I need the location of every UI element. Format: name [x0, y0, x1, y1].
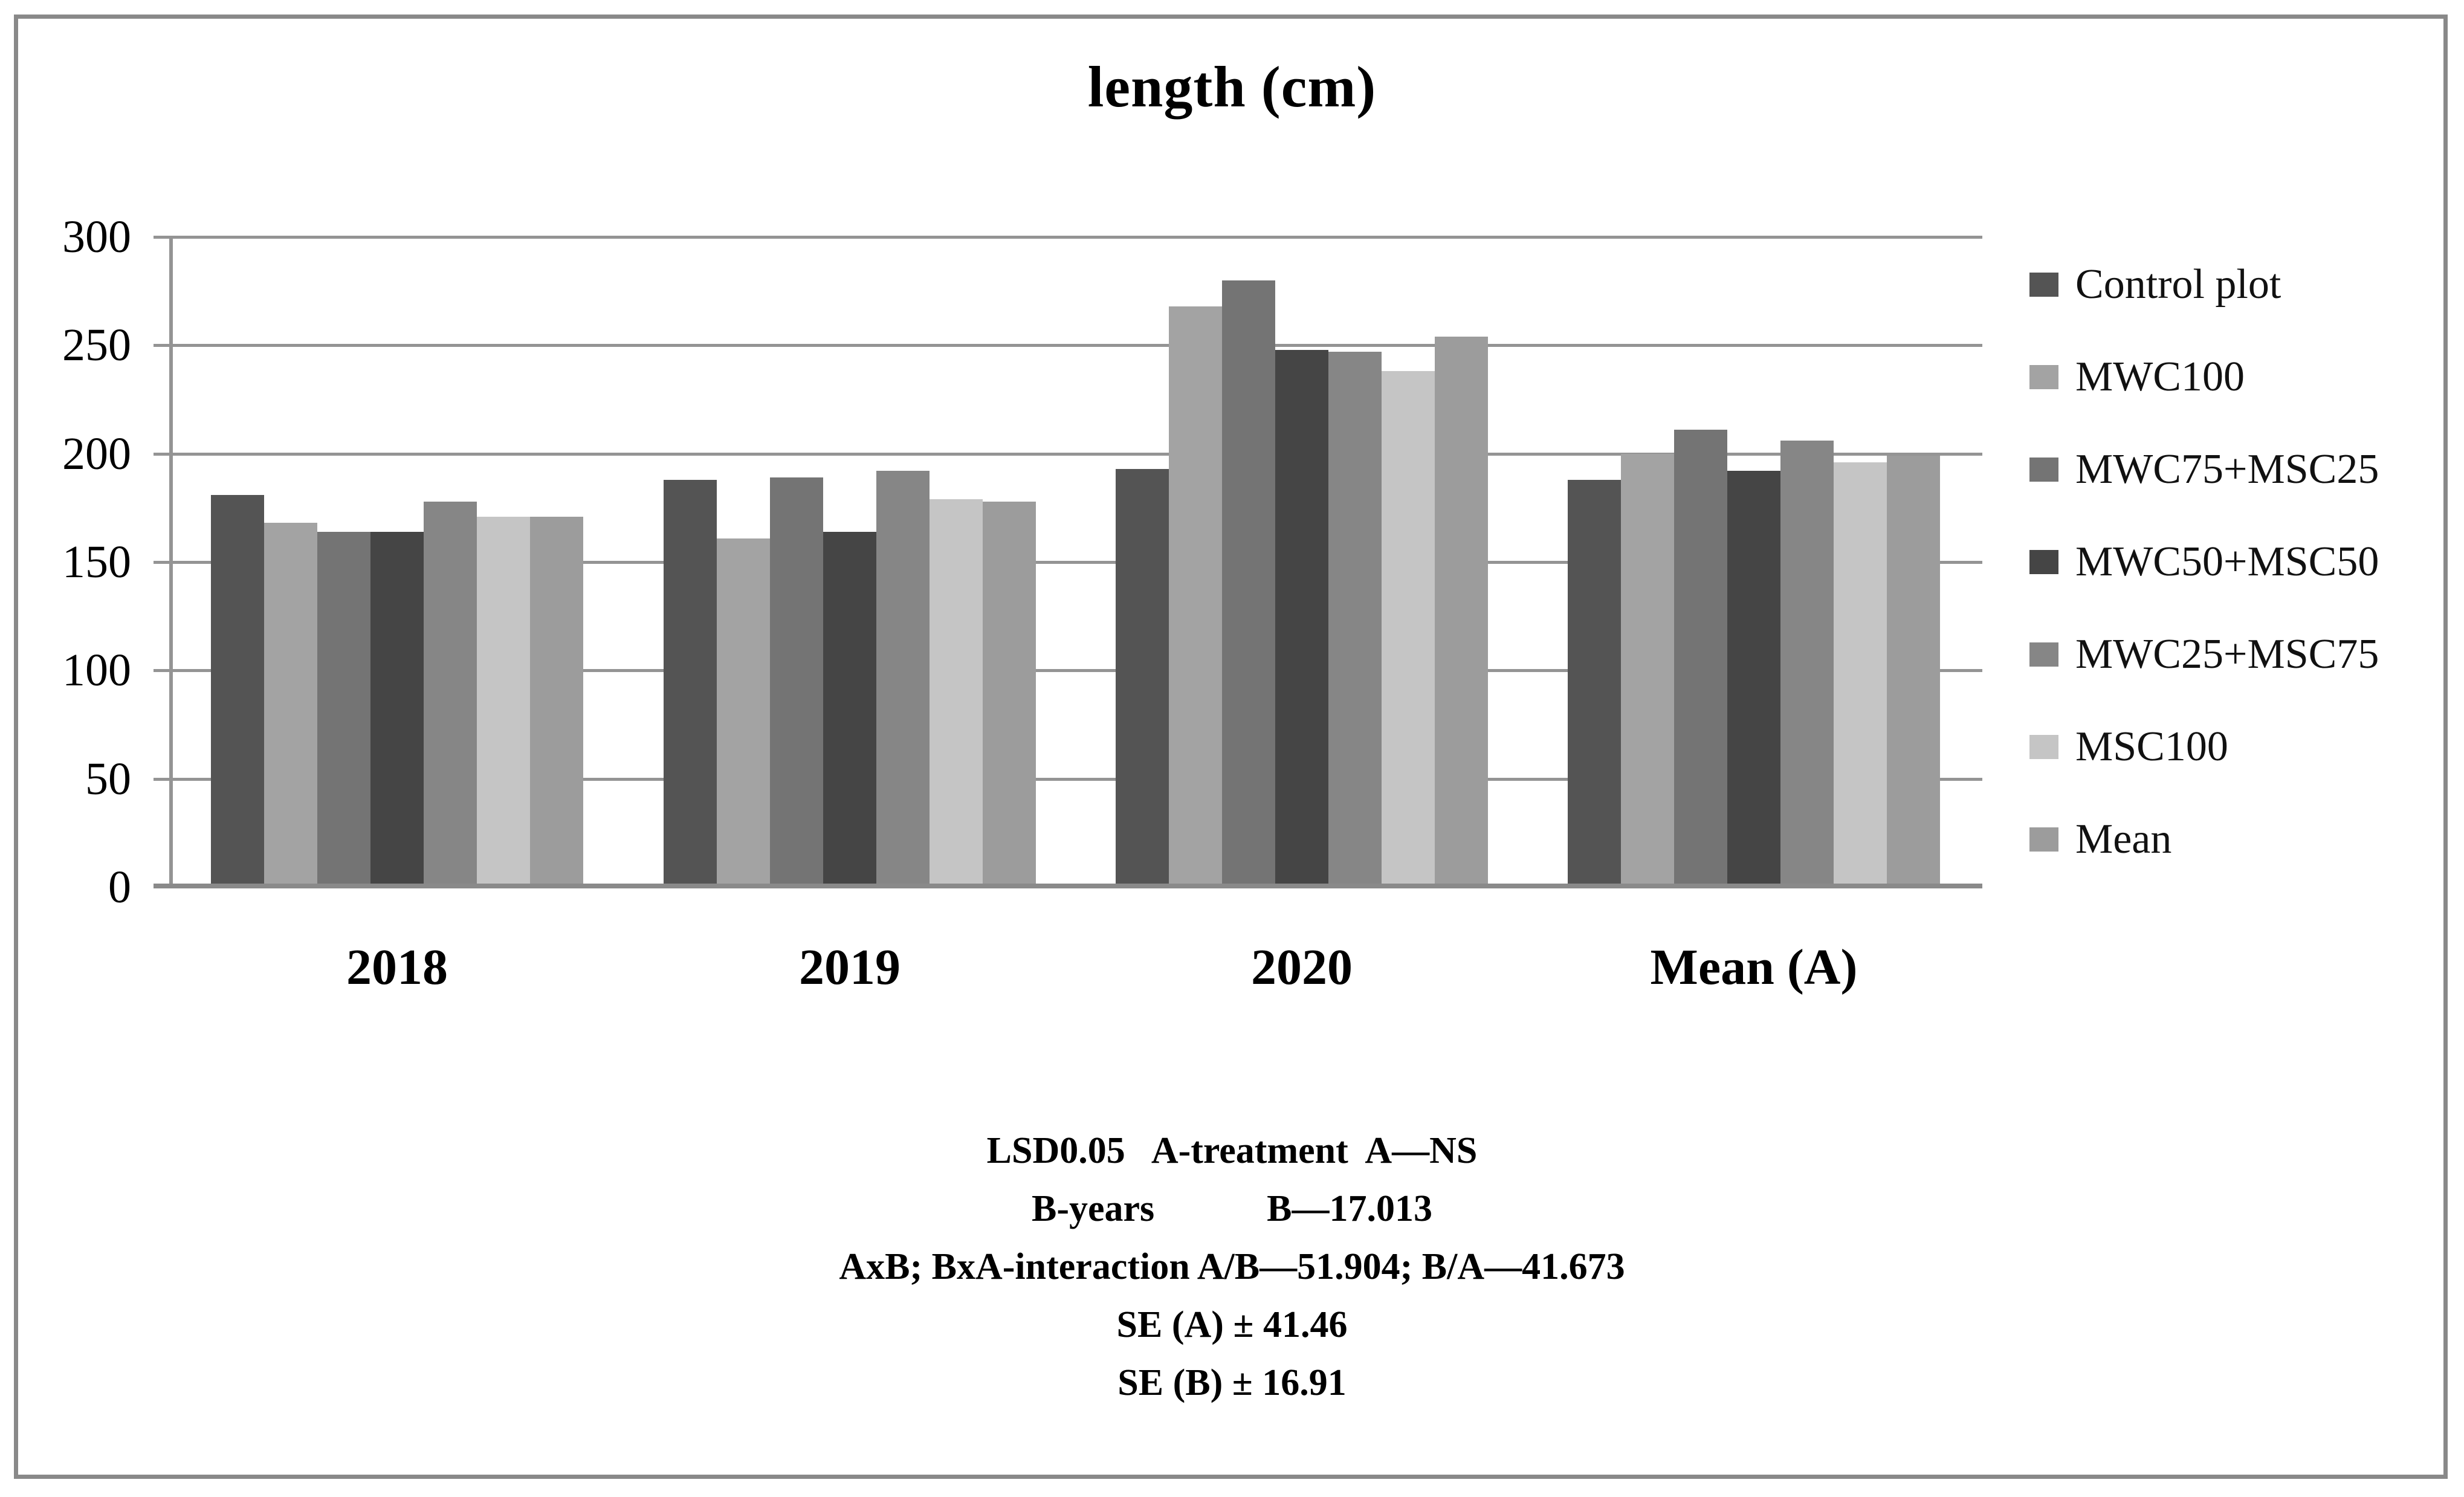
bar-MWC50+MSC50-2018 — [370, 532, 424, 887]
bar-group-Mean (A) — [1568, 237, 1940, 887]
legend-label: MWC50+MSC50 — [2075, 538, 2379, 585]
legend-swatch-icon — [2029, 642, 2058, 667]
gridline-150 — [154, 561, 1982, 564]
gridline-250 — [154, 344, 1982, 347]
legend-label: MWC25+MSC75 — [2075, 630, 2379, 677]
legend-item-MWC75+MSC25: MWC75+MSC25 — [2029, 423, 2453, 516]
bar-MSC100-2020 — [1382, 371, 1435, 887]
x-category-label-2019: 2019 — [799, 939, 901, 995]
x-category-label-2020: 2020 — [1251, 939, 1353, 995]
bar-Mean-2020 — [1435, 337, 1488, 887]
plot-area: 300 250 200 150 100 50 0 — [62, 214, 1982, 910]
stats-line-se-a: SE (A) ± 41.46 — [1116, 1304, 1348, 1345]
bar-MWC50+MSC50-Mean (A) — [1727, 471, 1780, 887]
chart-title: length (cm) — [1087, 54, 1377, 119]
bar-Control plot-2018 — [211, 495, 264, 887]
bar-MSC100-2018 — [477, 517, 530, 887]
legend-label: Control plot — [2075, 260, 2281, 308]
bar-MSC100-2019 — [930, 499, 983, 887]
stats-line-interaction: AxB; BxA-interaction A/B—51.904; B/A—41.… — [839, 1246, 1625, 1287]
bar-MWC75+MSC25-Mean (A) — [1674, 430, 1727, 887]
legend-label: Mean — [2075, 815, 2172, 862]
bar-Control plot-Mean (A) — [1568, 480, 1621, 887]
legend-item-MSC100: MSC100 — [2029, 700, 2453, 793]
y-tick-label-100: 100 — [62, 645, 131, 696]
legend-swatch-icon — [2029, 827, 2058, 852]
legend-label: MWC100 — [2075, 353, 2245, 400]
stats-block: LSD0.05 A-treatment A—NS B-years B—17.01… — [0, 1122, 2464, 1412]
bar-group-2020 — [1116, 237, 1488, 887]
y-tick-label-300: 300 — [62, 212, 131, 262]
x-category-label-Mean (A): Mean (A) — [1650, 939, 1858, 995]
legend-item-Mean: Mean — [2029, 793, 2453, 885]
legend-swatch-icon — [2029, 734, 2058, 759]
stats-line-lsd: LSD0.05 A-treatment A—NS — [986, 1130, 1478, 1171]
gridline-50 — [154, 778, 1982, 781]
gridline-200 — [154, 453, 1982, 456]
legend-swatch-icon — [2029, 457, 2058, 482]
bar-MWC75+MSC25-2019 — [770, 477, 823, 887]
y-tick-label-50: 50 — [85, 754, 131, 804]
bar-MWC25+MSC75-2018 — [424, 502, 477, 887]
gridline-100 — [154, 669, 1982, 672]
legend-swatch-icon — [2029, 364, 2058, 389]
y-tick-label-0: 0 — [108, 862, 131, 913]
bar-MWC100-2020 — [1169, 306, 1222, 887]
bar-MWC50+MSC50-2020 — [1275, 350, 1328, 887]
stats-line-se-b: SE (B) ± 16.91 — [1117, 1362, 1347, 1403]
legend: Control plot MWC100 MWC75+MSC25 MWC50+MSC50… — [2029, 238, 2453, 885]
legend-item-Control plot: Control plot — [2029, 238, 2453, 331]
bar-Mean-2019 — [983, 502, 1036, 887]
legend-item-MWC50+MSC50: MWC50+MSC50 — [2029, 516, 2453, 608]
chart-border — [14, 15, 2448, 1479]
legend-label: MWC75+MSC25 — [2075, 445, 2379, 493]
y-tick-label-250: 250 — [62, 320, 131, 370]
bar-Control plot-2019 — [664, 480, 717, 887]
y-tick-label-150: 150 — [62, 537, 131, 587]
bar-MWC25+MSC75-2019 — [876, 471, 930, 887]
x-category-label-2018: 2018 — [346, 939, 448, 995]
legend-item-MWC100: MWC100 — [2029, 331, 2453, 423]
bar-MWC75+MSC25-2020 — [1222, 280, 1275, 887]
bar-group-2018 — [211, 237, 583, 887]
bar-Mean-2018 — [530, 517, 583, 887]
gridline-300 — [154, 236, 1982, 239]
bar-MWC100-2018 — [264, 523, 317, 887]
value-axis-line — [169, 237, 173, 887]
stats-line-b-years: B-years B—17.013 — [1031, 1188, 1433, 1229]
bar-MWC100-Mean (A) — [1621, 454, 1674, 887]
bar-MWC25+MSC75-2020 — [1328, 352, 1382, 887]
bar-MWC100-2019 — [717, 538, 770, 887]
bar-MWC50+MSC50-2019 — [823, 532, 876, 887]
bar-group-2019 — [664, 237, 1036, 887]
bar-MWC75+MSC25-2018 — [317, 532, 370, 887]
bar-MSC100-Mean (A) — [1834, 462, 1887, 887]
legend-swatch-icon — [2029, 272, 2058, 297]
legend-item-MWC25+MSC75: MWC25+MSC75 — [2029, 608, 2453, 700]
y-tick-label-200: 200 — [62, 428, 131, 479]
legend-swatch-icon — [2029, 549, 2058, 574]
bar-MWC25+MSC75-Mean (A) — [1780, 441, 1834, 887]
x-axis-baseline — [154, 884, 1982, 888]
bar-Control plot-2020 — [1116, 469, 1169, 887]
legend-label: MSC100 — [2075, 723, 2228, 770]
bar-Mean-Mean (A) — [1887, 456, 1940, 887]
x-axis-labels: 2018 2019 2020 Mean (A) — [170, 938, 1982, 1010]
